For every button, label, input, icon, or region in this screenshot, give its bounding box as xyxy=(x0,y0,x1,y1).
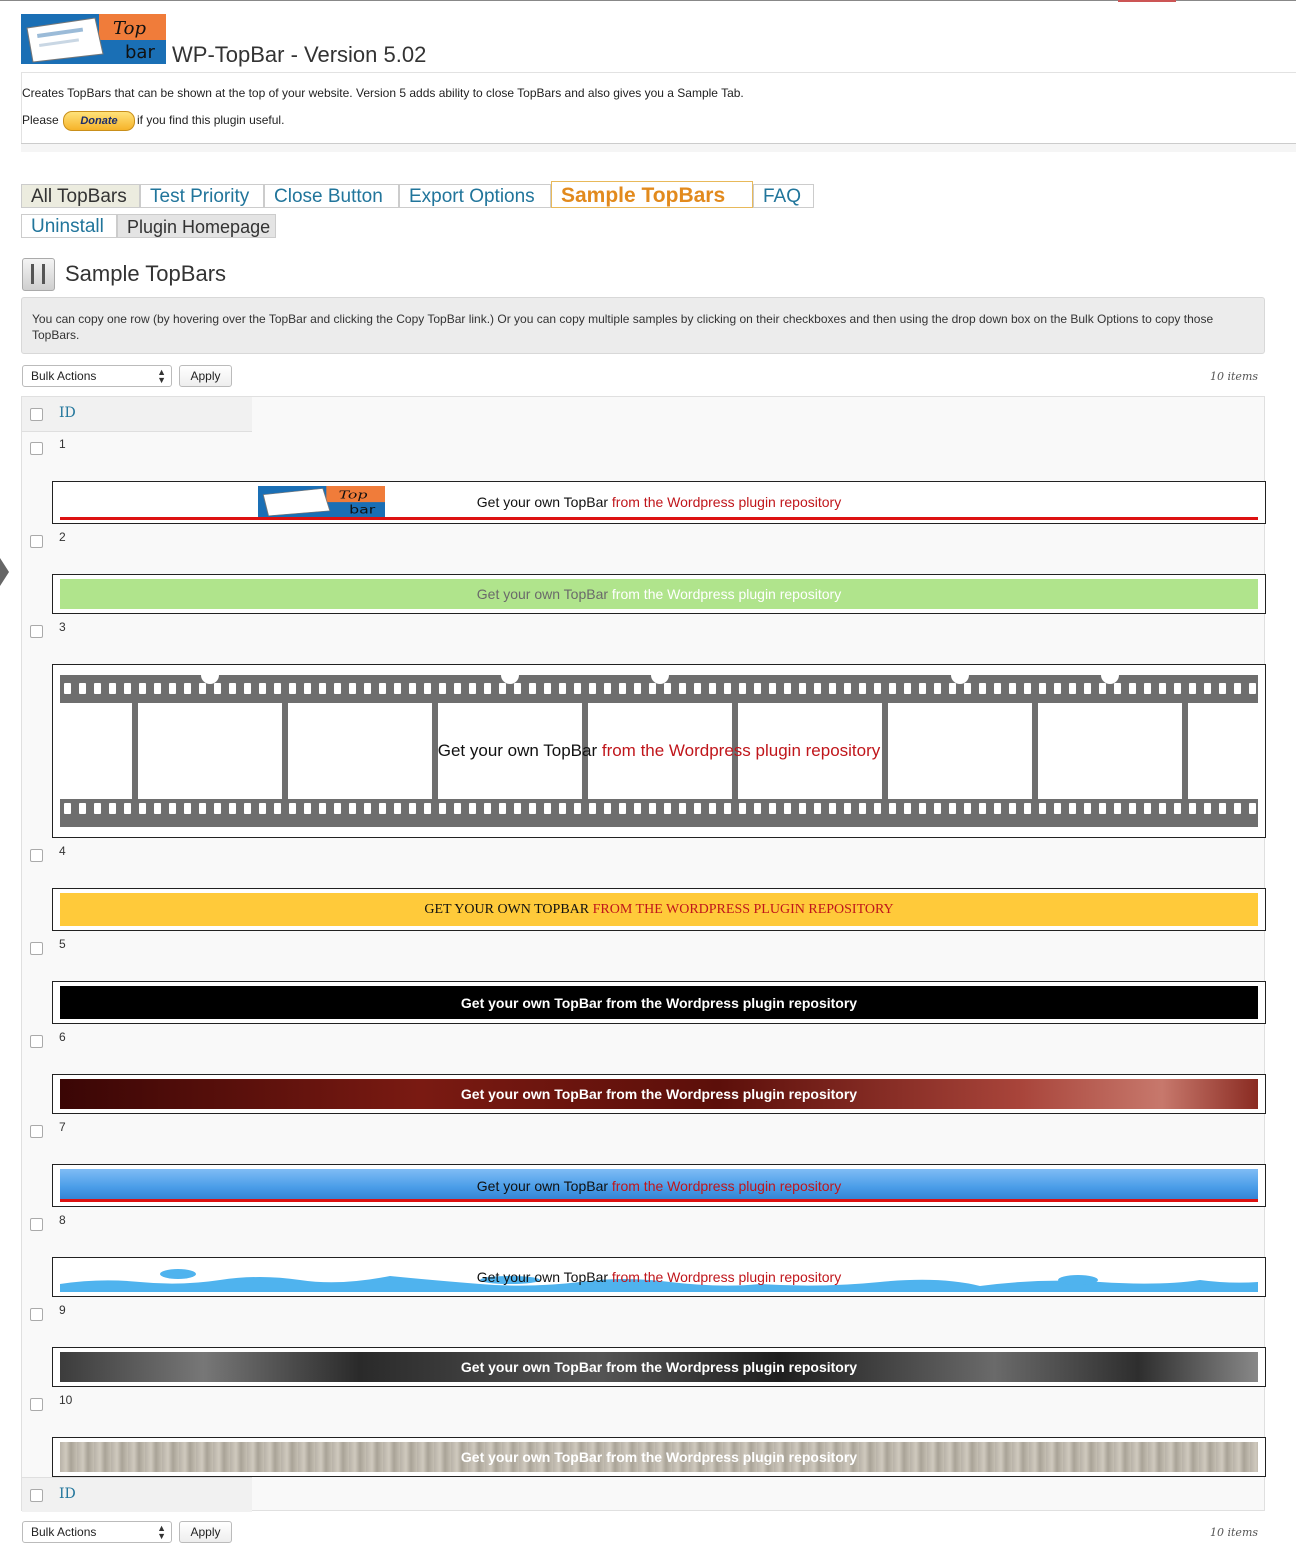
settings-sliders-icon xyxy=(22,258,55,291)
select-all-checkbox[interactable] xyxy=(30,408,43,421)
plugin-description: Creates TopBars that can be shown at the… xyxy=(22,86,744,100)
donate-suffix-text: if you find this plugin useful. xyxy=(137,113,285,127)
window-top-border xyxy=(0,0,1296,1)
apply-button-top[interactable]: Apply xyxy=(179,365,232,387)
tab-export-options[interactable]: Export Options xyxy=(399,184,551,208)
topbar-preview-8[interactable]: Get your own TopBar from the Wordpress p… xyxy=(52,1257,1266,1297)
select-arrows-icon: ▲ ▼ xyxy=(157,367,166,385)
tab-plugin-homepage[interactable]: Plugin Homepage xyxy=(117,214,276,238)
topbar-blue-bg: Get your own TopBar from the Wordpress p… xyxy=(60,1169,1258,1202)
row-checkbox[interactable] xyxy=(30,625,43,638)
instructions-box: You can copy one row (by hovering over t… xyxy=(21,297,1265,354)
sample-topbars-table xyxy=(21,396,1265,1511)
topbar-text: Get your own TopBar from the Wordpress p… xyxy=(460,1449,858,1465)
row-id: 2 xyxy=(59,530,66,544)
topbar-text: Get your own TopBar from the Wordpress p… xyxy=(476,1269,842,1285)
row-checkbox[interactable] xyxy=(30,1398,43,1411)
instructions-text: You can copy one row (by hovering over t… xyxy=(32,312,1214,342)
page-title: WP-TopBar - Version 5.02 xyxy=(172,42,427,67)
topbar-preview-9[interactable]: Get your own TopBar from the Wordpress p… xyxy=(52,1347,1266,1387)
apply-button-bottom[interactable]: Apply xyxy=(179,1521,232,1543)
topbar-text: Get your own TopBar from the Wordpress p… xyxy=(460,1359,858,1375)
donate-button[interactable]: Donate xyxy=(63,111,135,131)
topbar-clouds-bg: Get your own TopBar from the Wordpress p… xyxy=(60,1262,1258,1292)
row-checkbox[interactable] xyxy=(30,1125,43,1138)
topbar-grey-smoke-bg: Get your own TopBar from the Wordpress p… xyxy=(60,1352,1258,1382)
svg-text:Top: Top xyxy=(113,18,146,39)
topbar-preview-2[interactable]: Get your own TopBar from the Wordpress p… xyxy=(52,574,1266,614)
topbar-red-smoke-bg: Get your own TopBar from the Wordpress p… xyxy=(60,1079,1258,1109)
topbar-green-bg: Get your own TopBar from the Wordpress p… xyxy=(60,579,1258,609)
id-column-footer[interactable]: ID xyxy=(59,1486,76,1502)
topbar-red-underline xyxy=(60,1199,1258,1202)
items-count-bottom: 10 items xyxy=(1210,1526,1259,1539)
topbar-black-bg: Get your own TopBar from the Wordpress p… xyxy=(60,986,1258,1019)
top-accent-mark xyxy=(1118,0,1176,2)
topbar-red-underline xyxy=(60,517,1258,520)
topbar-text: Get your own TopBar from the Wordpress p… xyxy=(476,1177,842,1194)
row-id: 7 xyxy=(59,1120,66,1134)
topbar-yellow-bg: GET YOUR OWN TOPBAR FROM THE WORDPRESS P… xyxy=(60,893,1258,926)
collapse-arrow-icon[interactable] xyxy=(0,558,9,586)
items-count-top: 10 items xyxy=(1210,370,1259,383)
tab-close-button[interactable]: Close Button xyxy=(264,184,399,208)
row-checkbox[interactable] xyxy=(30,1218,43,1231)
filmstrip-graphic xyxy=(60,675,1258,827)
intro-divider xyxy=(21,143,1296,152)
row-id: 10 xyxy=(59,1393,73,1407)
topbar-text: Get your own TopBar from the Wordpress p… xyxy=(476,586,842,602)
topbar-preview-6[interactable]: Get your own TopBar from the Wordpress p… xyxy=(52,1074,1266,1114)
please-label: Please xyxy=(22,113,59,127)
topbar-text: Get your own TopBar from the Wordpress p… xyxy=(476,493,842,510)
bulk-actions-label: Bulk Actions xyxy=(31,1525,97,1539)
topbar-logo: Top bar xyxy=(21,14,166,64)
topbar-preview-5[interactable]: Get your own TopBar from the Wordpress p… xyxy=(52,981,1266,1024)
topbar-preview-3[interactable]: Get your own TopBar from the Wordpress p… xyxy=(52,664,1266,838)
topbar-preview-4[interactable]: GET YOUR OWN TOPBAR FROM THE WORDPRESS P… xyxy=(52,888,1266,931)
topbar-text: Get your own TopBar from the Wordpress p… xyxy=(437,741,881,760)
row-id: 9 xyxy=(59,1303,66,1317)
topbar-text: GET YOUR OWN TOPBAR FROM THE WORDPRESS P… xyxy=(424,901,894,917)
svg-text:bar: bar xyxy=(349,503,376,516)
tab-uninstall[interactable]: Uninstall xyxy=(21,214,117,238)
topbar-filmstrip-bg: Get your own TopBar from the Wordpress p… xyxy=(60,675,1258,827)
topbar-logo-small: Top bar xyxy=(258,486,385,517)
select-arrows-icon: ▲ ▼ xyxy=(157,1523,166,1541)
clouds-graphic xyxy=(60,1269,1258,1292)
topbar-wood-bg: Get your own TopBar from the Wordpress p… xyxy=(60,1442,1258,1472)
row-checkbox[interactable] xyxy=(30,942,43,955)
tab-faq[interactable]: FAQ xyxy=(753,184,814,208)
tab-all-topbars[interactable]: All TopBars xyxy=(21,184,140,208)
row-id: 1 xyxy=(59,437,66,451)
topbar-preview-1[interactable]: Get your own TopBar from the Wordpress p… xyxy=(52,481,1266,524)
id-column-header[interactable]: ID xyxy=(59,405,76,421)
row-id: 8 xyxy=(59,1213,66,1227)
row-id: 4 xyxy=(59,844,66,858)
row-checkbox[interactable] xyxy=(30,849,43,862)
tab-sample-topbars[interactable]: Sample TopBars xyxy=(551,181,753,208)
section-title: Sample TopBars xyxy=(65,261,227,286)
topbar-preview-7[interactable]: Get your own TopBar from the Wordpress p… xyxy=(52,1164,1266,1207)
row-checkbox[interactable] xyxy=(30,1035,43,1048)
table-footer-row xyxy=(22,1477,252,1512)
svg-text:Top: Top xyxy=(339,489,368,502)
row-checkbox[interactable] xyxy=(30,1308,43,1321)
plugin-intro-panel xyxy=(21,72,1296,145)
select-all-checkbox-footer[interactable] xyxy=(30,1489,43,1502)
topbar-text: Get your own TopBar from the Wordpress p… xyxy=(460,994,858,1011)
topbar-text: Get your own TopBar from the Wordpress p… xyxy=(460,1086,858,1102)
row-checkbox[interactable] xyxy=(30,442,43,455)
bulk-actions-select-bottom[interactable]: Bulk Actions ▲ ▼ xyxy=(22,1521,172,1543)
bulk-actions-label: Bulk Actions xyxy=(31,369,97,383)
svg-text:bar: bar xyxy=(125,42,155,63)
table-header-row xyxy=(22,397,252,432)
row-checkbox[interactable] xyxy=(30,535,43,548)
row-id: 3 xyxy=(59,620,66,634)
row-id: 5 xyxy=(59,937,66,951)
row-id: 6 xyxy=(59,1030,66,1044)
topbar-preview-10[interactable]: Get your own TopBar from the Wordpress p… xyxy=(52,1437,1266,1477)
tab-test-priority[interactable]: Test Priority xyxy=(140,184,264,208)
bulk-actions-select-top[interactable]: Bulk Actions ▲ ▼ xyxy=(22,365,172,387)
